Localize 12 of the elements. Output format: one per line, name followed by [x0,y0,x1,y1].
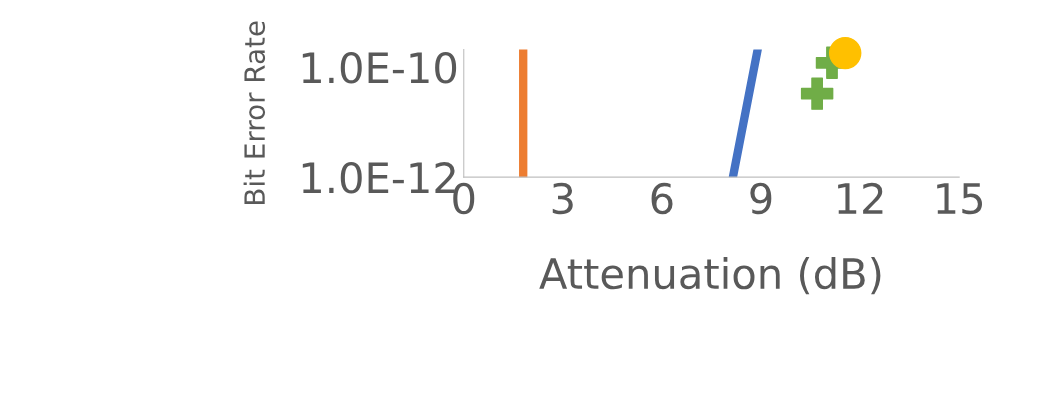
x-tick-label: 9 [750,182,772,215]
x-axis-title: Attenuation (dB) [539,257,881,295]
point [800,77,834,110]
x-tick-label: 3 [552,182,573,215]
x-tick-label: 15 [937,183,983,215]
y-tick-label: 1.0E-12 [302,162,455,194]
y-tick-label: 1.0E-10 [302,52,457,84]
x-tick-label: 6 [651,182,673,215]
x-tick-label: 0 [453,182,475,215]
y-axis-title: Bit Error Rate [243,21,266,204]
x-tick-label: 12 [838,182,883,214]
point [828,36,862,70]
